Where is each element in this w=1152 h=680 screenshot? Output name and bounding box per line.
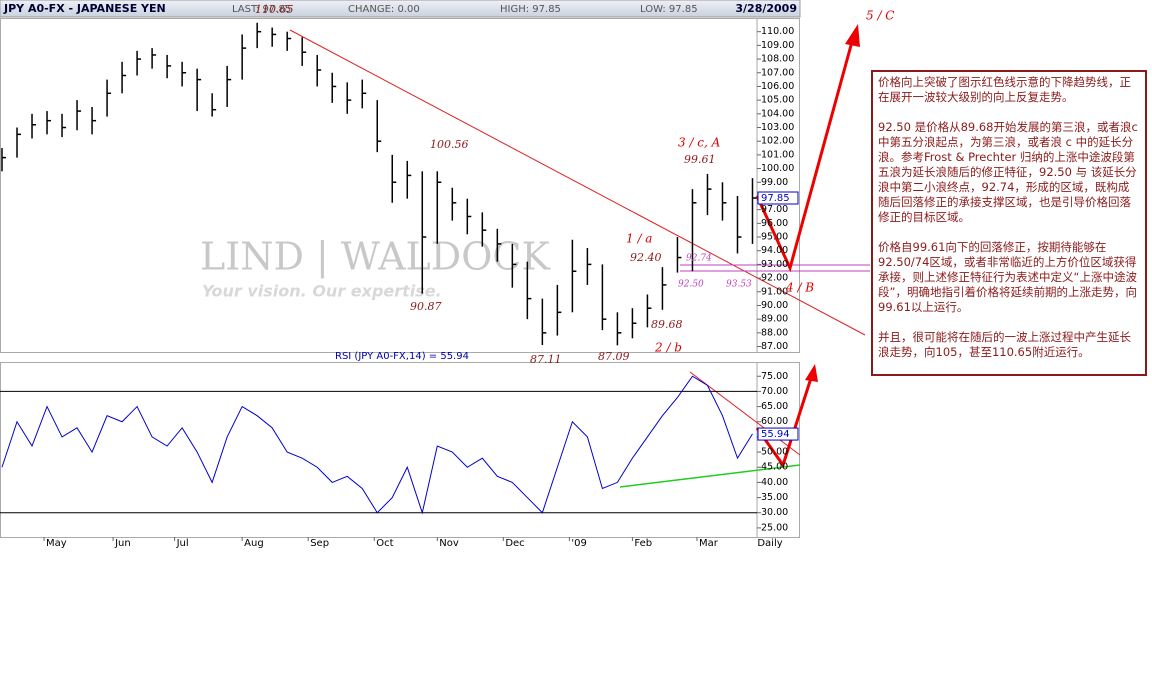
y-tick-label: 100.00 — [761, 163, 794, 174]
x-tick-label: Dec — [505, 538, 524, 549]
y-tick-label: 108.00 — [761, 54, 794, 65]
rsi-trend-line — [689, 371, 801, 456]
y-tick-label: 93.00 — [761, 259, 788, 270]
projection-arrow — [755, 37, 855, 273]
x-tick-label: Jul — [176, 538, 189, 549]
y-tick-label: 91.00 — [761, 286, 788, 297]
y-tick-label: 25.00 — [761, 522, 788, 533]
price-annotation: 110.65 — [255, 3, 294, 16]
x-tick-label: Mar — [699, 538, 719, 549]
x-tick-label: Feb — [634, 538, 652, 549]
last-label: 55.94 — [761, 429, 790, 440]
wave-label: 5 / C — [866, 9, 895, 23]
arrow-head — [805, 364, 818, 382]
y-tick-label: 89.00 — [761, 314, 788, 325]
y-tick-label: 75.00 — [761, 371, 788, 382]
y-tick-label: 45.00 — [761, 462, 788, 473]
price-annotation: 92.74 — [686, 254, 712, 264]
y-tick-label: 88.00 — [761, 327, 788, 338]
y-tick-label: 30.00 — [761, 507, 788, 518]
y-tick-label: 109.00 — [761, 40, 794, 51]
y-tick-label: 110.00 — [761, 26, 794, 37]
y-tick-label: 107.00 — [761, 67, 794, 78]
y-tick-label: 65.00 — [761, 401, 788, 412]
y-tick-label: 97.00 — [761, 204, 788, 215]
watermark: LIND | WALDOCK — [200, 235, 550, 279]
header-bar — [0, 0, 801, 18]
x-axis-label: Daily — [757, 538, 782, 549]
y-tick-label: 50.00 — [761, 447, 788, 458]
y-tick-label: 95.00 — [761, 232, 788, 243]
header-last: LAST: 97.85 — [232, 4, 291, 15]
rsi-support-line — [619, 464, 801, 488]
y-tick-label: 94.00 — [761, 245, 788, 256]
price-panel — [0, 18, 800, 353]
x-tick-label: Aug — [244, 538, 264, 549]
price-annotation: 90.87 — [410, 300, 442, 313]
y-tick-label: 40.00 — [761, 477, 788, 488]
price-annotation: 87.11 — [530, 353, 562, 366]
note-paragraph: 价格向上突破了图示红色线示意的下降趋势线，正在展开一波较大级别的向上反复走势。 — [878, 75, 1131, 104]
y-tick-label: 92.00 — [761, 273, 788, 284]
y-tick-label: 87.00 — [761, 341, 788, 352]
note-paragraph: 价格自99.61向下的回落修正，按期待能够在92.50/74区域，或者非常临近的… — [878, 240, 1137, 314]
price-annotation: 89.68 — [651, 318, 683, 331]
x-tick-label: Nov — [439, 538, 459, 549]
price-annotation: 93.53 — [726, 280, 752, 290]
slogan: Your vision. Our expertise. — [202, 282, 442, 301]
title: JPY A0-FX - JAPANESE YEN — [3, 2, 166, 15]
wave-label: 3 / c, A — [678, 136, 721, 150]
wave-label: 2 / b — [654, 341, 682, 355]
header-change: CHANGE: 0.00 — [348, 4, 420, 15]
rsi-panel — [0, 362, 800, 538]
x-tick-label: May — [46, 538, 67, 549]
rsi-title: RSI (JPY A0-FX,14) = 55.94 — [335, 351, 469, 362]
rsi-line — [1, 375, 753, 515]
x-tick-label: Jun — [114, 538, 131, 549]
y-tick-label: 103.00 — [761, 122, 794, 133]
trend-line — [289, 29, 866, 336]
price-annotation: 87.09 — [598, 350, 630, 363]
wave-label: 1 / a — [626, 232, 652, 246]
header-high: HIGH: 97.85 — [500, 4, 561, 15]
last-box — [757, 427, 799, 441]
y-tick-label: 70.00 — [761, 386, 788, 397]
wave-label: 4 / B — [785, 281, 814, 295]
arrow-head — [845, 24, 860, 47]
x-tick-label: Oct — [376, 538, 393, 549]
y-tick-label: 90.00 — [761, 300, 788, 311]
y-tick-label: 35.00 — [761, 492, 788, 503]
last-box — [757, 191, 799, 205]
y-tick-label: 60.00 — [761, 416, 788, 427]
header-low: LOW: 97.85 — [640, 4, 698, 15]
commentary: 价格向上突破了图示红色线示意的下降趋势线，正在展开一波较大级别的向上反复走势。 … — [871, 70, 1147, 376]
note-paragraph: 并且，很可能将在随后的一波上涨过程中产生延长浪走势，向105，甚至110.65附… — [878, 330, 1131, 359]
y-tick-label: 106.00 — [761, 81, 794, 92]
y-tick-label: 101.00 — [761, 149, 794, 160]
price-annotation: 92.50 — [678, 280, 704, 290]
y-tick-label: 99.00 — [761, 177, 788, 188]
date: 3/28/2009 — [735, 2, 797, 15]
y-tick-label: 104.00 — [761, 108, 794, 119]
x-tick-label: '09 — [571, 538, 586, 549]
y-tick-label: 102.00 — [761, 136, 794, 147]
x-tick-label: Sep — [310, 538, 329, 549]
y-tick-label: 105.00 — [761, 95, 794, 106]
y-tick-label: 96.00 — [761, 218, 788, 229]
price-annotation: 92.40 — [630, 251, 662, 264]
price-annotation: 99.61 — [684, 153, 716, 166]
price-annotation: 100.56 — [430, 138, 469, 151]
last-label: 97.85 — [761, 193, 790, 204]
note-paragraph: 92.50 是价格从89.68开始发展的第三浪，或者浪c中第五分浪起点，为第三浪… — [878, 120, 1138, 224]
